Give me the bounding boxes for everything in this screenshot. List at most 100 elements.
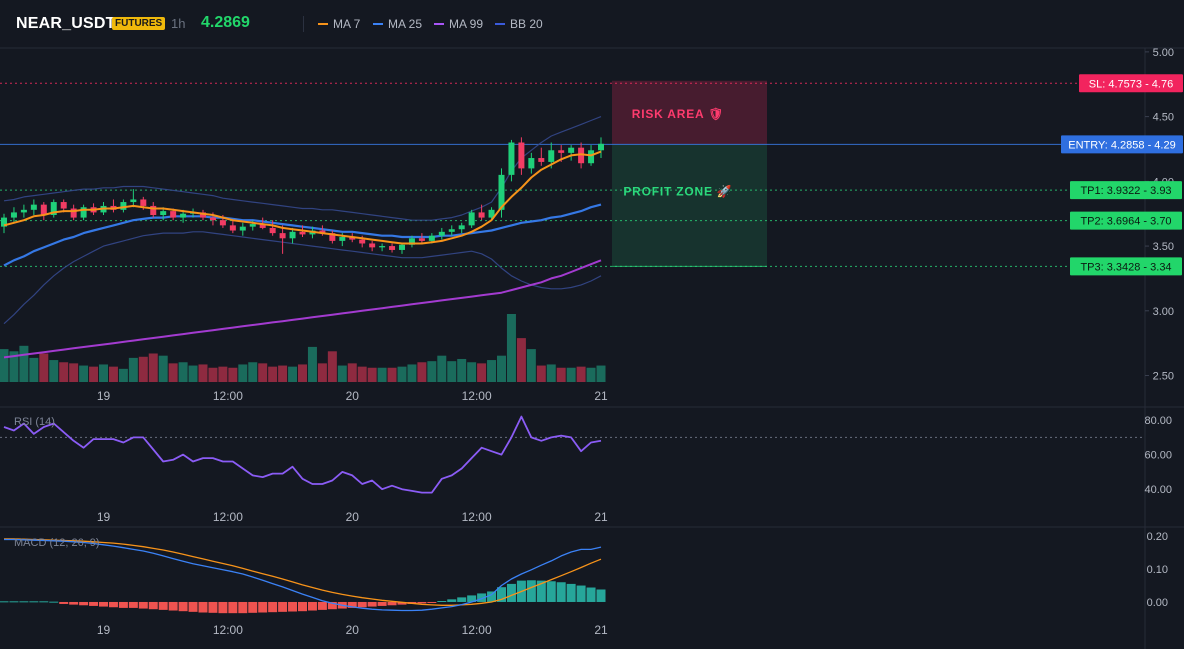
volume-bar	[347, 363, 357, 382]
rsi-x-tick-label: 12:00	[462, 510, 492, 524]
price-x-tick-label: 19	[97, 389, 111, 403]
timeframe-label[interactable]: 1h	[171, 16, 186, 31]
rsi-x-tick-label: 20	[346, 510, 360, 524]
candle-body	[448, 229, 455, 232]
candle-body	[349, 237, 356, 240]
macd-pane: MACD (12, 26, 9)	[0, 537, 606, 614]
candle-body	[209, 217, 216, 221]
volume-bar	[158, 355, 168, 382]
candle-body	[30, 204, 37, 210]
candle-body	[369, 243, 376, 248]
chart-header: NEAR_USDT FUTURES 1h 4.2869 MA 7 MA 25 M…	[0, 0, 1184, 48]
volume-bar	[89, 366, 99, 382]
macd-histogram-bar	[188, 601, 198, 612]
candle-body	[219, 220, 226, 226]
price-y-tick-label: 4.50	[1153, 112, 1174, 124]
volume-bar	[397, 366, 407, 382]
macd-histogram-bar	[327, 601, 337, 610]
tp3-price-tag[interactable]	[1070, 257, 1182, 276]
volume-bar	[427, 361, 437, 382]
trade-setup: RISK AREA 🛡 PROFIT ZONE 🚀	[0, 80, 1145, 267]
legend-bb20[interactable]: BB 20	[495, 17, 543, 31]
rsi-y-tick-label: 60.00	[1144, 450, 1172, 462]
price-y-tick-label: 5.00	[1153, 47, 1174, 59]
candle-body	[568, 147, 575, 153]
entry-price-tag[interactable]	[1061, 135, 1183, 154]
candle-body	[339, 237, 346, 241]
volume-bar	[566, 367, 576, 382]
macd-histogram-bar	[526, 580, 536, 602]
profit-zone-label: PROFIT ZONE 🚀	[623, 185, 732, 199]
volume-bar	[138, 356, 148, 382]
macd-histogram-bar	[387, 601, 397, 606]
macd-histogram-bar	[69, 601, 79, 605]
candle-body	[408, 238, 415, 245]
candle-body	[588, 150, 595, 164]
axes: 19 12:00 20 12:00 21 19 12:00 20 12:00 21 19 12:00 2…	[97, 47, 1174, 637]
volume-bar	[128, 357, 138, 382]
macd-line	[4, 538, 602, 612]
legend-ma99[interactable]: MA 99	[434, 17, 483, 31]
candle-body	[598, 143, 604, 151]
volume-bar	[546, 364, 556, 382]
macd-histogram-bar	[278, 601, 288, 612]
candle-body	[319, 230, 326, 234]
volume-bar	[327, 351, 337, 382]
tp1-price-tag-label: TP1: 3.9322 - 3.93	[1080, 185, 1171, 197]
macd-histogram-bar	[487, 591, 497, 602]
macd-histogram-bar	[168, 601, 178, 611]
macd-histogram-bar	[288, 601, 298, 612]
legend-ma7[interactable]: MA 7	[318, 17, 360, 31]
volume-bar	[218, 366, 228, 382]
candle-body	[458, 225, 465, 230]
volume-bar	[108, 366, 118, 382]
macd-histogram-bar	[576, 585, 586, 602]
volume-bar	[178, 362, 188, 382]
price-x-tick-label: 21	[594, 389, 608, 403]
volume-bar	[268, 366, 278, 382]
volume-bar	[248, 362, 258, 382]
legend-ma25[interactable]: MA 25	[373, 17, 422, 31]
macd-label: MACD (12, 26, 9)	[14, 537, 100, 549]
candle-body	[249, 224, 256, 227]
symbol-name[interactable]: NEAR_USDT	[16, 15, 116, 32]
macd-histogram-bar	[108, 601, 118, 608]
macd-histogram-bar	[208, 601, 218, 613]
candle-body	[428, 235, 435, 241]
candle-body	[578, 147, 585, 164]
macd-histogram-bar	[298, 601, 307, 612]
macd-x-tick-label: 12:00	[462, 623, 492, 637]
volume-bar	[586, 367, 596, 382]
rsi-pane: RSI (14)	[0, 415, 1145, 494]
macd-histogram-bar	[228, 601, 238, 614]
volume-bar	[307, 346, 317, 382]
tp1-price-tag[interactable]	[1070, 181, 1182, 200]
volume-bar	[437, 355, 447, 382]
macd-histogram-bar	[29, 601, 39, 603]
macd-histogram-bar	[238, 601, 248, 614]
macd-histogram-bar	[198, 601, 208, 613]
tp2-price-tag[interactable]	[1070, 211, 1182, 230]
candle-body	[200, 212, 206, 218]
candle-body	[379, 246, 386, 248]
volume-bar	[168, 363, 178, 382]
volume-bar	[49, 360, 59, 382]
volume-bar	[367, 367, 377, 382]
macd-x-tick-label: 20	[346, 623, 360, 637]
volume-bar	[497, 355, 506, 382]
tp2-price-tag-label: TP2: 3.6964 - 3.70	[1080, 216, 1171, 228]
rsi-x-tick-label: 21	[594, 510, 608, 524]
macd-histogram-bar	[89, 601, 99, 606]
sl-price-tag[interactable]	[1079, 74, 1183, 93]
macd-histogram-bar	[248, 601, 258, 613]
macd-histogram-bar	[268, 601, 278, 613]
macd-histogram-bar	[0, 601, 9, 603]
macd-y-tick-label: 0.10	[1147, 564, 1168, 576]
volume-bar	[69, 363, 79, 382]
volume-bar	[536, 365, 546, 382]
volume-bar	[238, 364, 248, 382]
macd-histogram-bar	[417, 601, 427, 604]
macd-histogram-bar	[158, 601, 168, 610]
legend-bb20-label: BB 20	[510, 17, 543, 31]
